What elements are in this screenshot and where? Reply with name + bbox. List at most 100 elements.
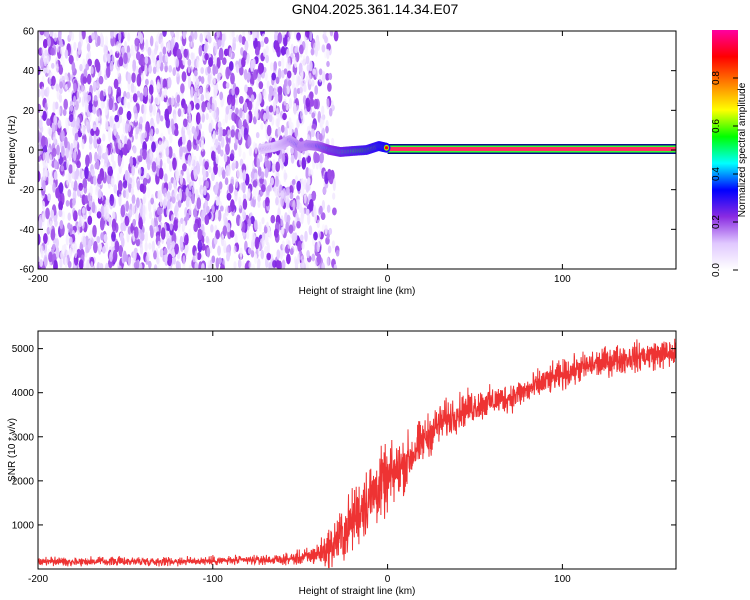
noise-blob [160,38,164,49]
noise-blob [156,112,160,124]
noise-blob [74,132,79,141]
noise-blob [265,54,269,64]
noise-blob [309,91,314,100]
noise-blob [256,261,261,269]
noise-blob [187,154,192,166]
noise-blob [284,126,288,139]
noise-blob [206,205,210,214]
noise-blob [272,99,277,109]
noise-blob [299,78,303,86]
noise-blob [42,179,46,192]
noise-blob [200,140,205,152]
noise-blob [321,105,325,116]
noise-blob [144,241,148,252]
noise-blob [265,233,269,245]
noise-blob [151,240,155,253]
noise-blob [71,61,76,73]
noise-blob [180,83,185,94]
noise-blob [51,122,56,133]
noise-blob [242,119,248,128]
noise-blob [76,160,81,169]
noise-blob [53,215,57,223]
noise-blob [145,78,149,86]
noise-blob [154,47,158,55]
noise-blob [65,200,70,207]
noise-blob [111,231,116,242]
colorbar-tick-label: 0.2 [711,215,722,229]
noise-blob [174,128,179,137]
noise-blob [105,197,109,210]
noise-blob [277,208,281,217]
noise-blob [205,80,209,89]
noise-blob [39,57,44,68]
noise-blob [55,83,60,92]
noise-blob [264,245,268,255]
noise-blob [76,89,80,102]
noise-blob [43,233,48,244]
noise-blob [139,183,145,193]
noise-blob [80,83,84,93]
noise-blob [58,93,63,103]
noise-blob [47,37,51,48]
noise-blob [244,84,248,93]
noise-blob [191,193,195,205]
noise-blob [207,260,211,269]
noise-blob [122,189,127,199]
noise-blob [80,124,84,134]
noise-blob [109,193,115,207]
noise-blob [309,31,313,42]
noise-blob [138,217,143,229]
noise-blob [118,165,122,174]
noise-blob [182,190,187,202]
noise-blob [331,240,335,249]
noise-blob [301,157,307,170]
noise-blob [196,252,202,260]
noise-blob [214,224,218,233]
y-tick-label: 3000 [12,432,35,443]
noise-blob [154,97,159,105]
noise-blob [61,56,65,69]
noise-blob [246,53,250,64]
noise-blob [131,72,136,83]
x-tick-label: -200 [28,274,48,285]
noise-blob [104,105,108,116]
noise-blob [50,47,55,56]
noise-blob [171,248,176,258]
noise-blob [48,153,53,166]
noise-blob [230,129,236,138]
noise-blob [195,77,200,86]
noise-blob [260,249,265,260]
noise-blob [179,235,184,248]
noise-blob [117,138,121,150]
noise-blob [258,62,263,75]
noise-blob [82,262,86,269]
noise-blob [58,200,63,211]
noise-blob [67,222,71,230]
noise-blob [216,57,221,69]
noise-blob [68,247,72,259]
noise-blob [162,78,168,89]
noise-blob [86,42,91,52]
noise-blob [126,110,132,121]
noise-blob [100,100,104,110]
noise-blob [154,219,159,227]
noise-blob [222,225,228,237]
noise-blob [235,107,239,115]
noise-blob [51,75,56,87]
noise-blob [254,253,258,265]
noise-blob [176,94,181,104]
noise-blob [255,131,260,139]
noise-blob [266,124,272,137]
noise-blob [92,105,97,115]
noise-blob [227,129,231,139]
noise-blob [147,46,152,56]
noise-blob [76,117,80,126]
noise-blob [155,34,159,46]
noise-blob [221,129,227,137]
noise-blob [196,197,202,210]
noise-blob [99,263,104,269]
noise-blob [298,62,303,74]
x-tick-label: -200 [28,574,48,585]
noise-blob [103,203,107,217]
noise-blob [44,162,48,170]
